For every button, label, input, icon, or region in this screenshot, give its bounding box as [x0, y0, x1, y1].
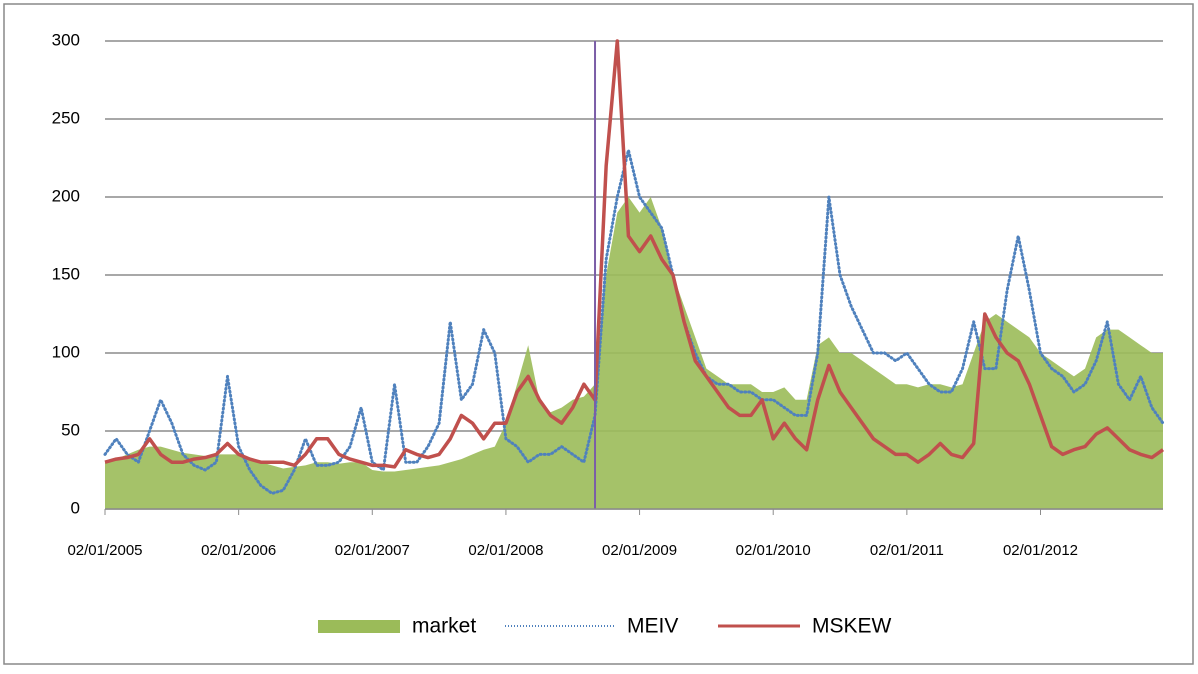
legend-swatch: [318, 620, 400, 633]
x-tick-label: 02/01/2007: [335, 542, 410, 559]
x-tick-label: 02/01/2005: [67, 542, 142, 559]
market-area: [105, 197, 1163, 509]
series-line: [104, 39, 1165, 469]
y-tick-label: 250: [52, 108, 80, 127]
x-tick-label: 02/01/2008: [468, 542, 543, 559]
y-tick-label: 150: [52, 264, 80, 283]
x-tick-label: 02/01/2006: [201, 542, 276, 559]
series-line: [103, 148, 1165, 495]
y-tick-label: 50: [61, 420, 80, 439]
y-tick-label: 100: [52, 342, 80, 361]
x-tick-label: 02/01/2011: [870, 542, 944, 559]
y-tick-label: 0: [71, 498, 80, 517]
legend-label: market: [412, 615, 476, 638]
x-tick-label: 02/01/2010: [736, 542, 811, 559]
x-tick-label: 02/01/2009: [602, 542, 677, 559]
x-tick-label: 02/01/2012: [1003, 542, 1078, 559]
y-tick-label: 300: [52, 30, 80, 49]
legend-label: MSKEW: [812, 615, 892, 638]
legend-label: MEIV: [627, 615, 678, 638]
y-tick-label: 200: [52, 186, 80, 205]
